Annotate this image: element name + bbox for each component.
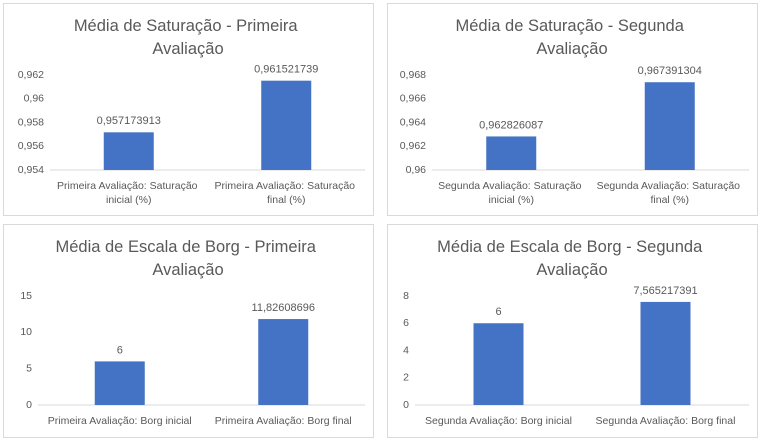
- chart-title: Média de Saturação - Primeira Avaliação: [74, 17, 302, 58]
- bar: [261, 80, 312, 170]
- data-label: 0,957173913: [97, 115, 161, 127]
- y-tick-label: 10: [20, 326, 32, 338]
- x-tick-label: Segunda Avaliação: Borg inicial: [425, 415, 572, 427]
- bar: [103, 132, 154, 170]
- y-tick-label: 0,96: [406, 164, 427, 176]
- data-label: 6: [117, 344, 123, 356]
- data-label: 7,565217391: [633, 285, 697, 297]
- y-tick-label: 0,968: [400, 69, 426, 81]
- y-tick-label: 4: [403, 344, 409, 356]
- y-tick-label: 15: [20, 290, 32, 302]
- y-tick-label: 0,962: [18, 69, 44, 81]
- y-tick-label: 5: [26, 362, 32, 374]
- data-label: 6: [495, 306, 501, 318]
- bar: [486, 136, 537, 170]
- data-label: 0,962826087: [479, 119, 543, 131]
- y-tick-label: 2: [403, 372, 409, 384]
- bar: [94, 361, 145, 405]
- x-tick-label: Segunda Avaliação: Saturação inicial (%): [438, 180, 584, 206]
- chart-title: Média de Saturação - Segunda Avaliação: [456, 17, 689, 58]
- x-tick-label: Primeira Avaliação: Borg inicial: [48, 415, 192, 427]
- y-tick-label: 0,964: [400, 116, 426, 128]
- y-tick-label: 0: [403, 399, 409, 411]
- x-tick-label: Primeira Avaliação: Saturação inicial (%…: [57, 180, 200, 206]
- y-tick-label: 0,958: [18, 116, 44, 128]
- x-tick-label: Segunda Avaliação: Saturação final (%): [597, 180, 743, 206]
- bar: [473, 323, 524, 405]
- y-tick-label: 0,956: [18, 140, 44, 152]
- bar: [258, 319, 309, 405]
- panel: [3, 3, 374, 216]
- bar: [644, 82, 695, 170]
- y-tick-label: 0: [26, 399, 32, 411]
- panel: [3, 224, 374, 438]
- chart-title: Média de Escala de Borg - Segunda Avalia…: [437, 238, 707, 279]
- x-tick-label: Primeira Avaliação: Borg final: [215, 415, 352, 427]
- y-tick-label: 0,96: [24, 93, 45, 105]
- data-label: 11,82608696: [252, 302, 315, 314]
- y-tick-label: 0,962: [400, 140, 426, 152]
- y-tick-label: 8: [403, 290, 409, 302]
- bar: [640, 301, 691, 405]
- data-label: 0,967391304: [638, 65, 702, 77]
- x-tick-label: Segunda Avaliação: Borg final: [596, 415, 736, 427]
- y-tick-label: 0,954: [18, 164, 44, 176]
- chart-title: Média de Escala de Borg - Primeira Avali…: [55, 238, 320, 279]
- y-tick-label: 6: [403, 317, 409, 329]
- panel: [387, 3, 758, 216]
- y-tick-label: 0,966: [400, 93, 426, 105]
- data-label: 0,961521739: [254, 64, 318, 76]
- x-tick-label: Primeira Avaliação: Saturação final (%): [215, 180, 358, 206]
- panel: [387, 224, 758, 438]
